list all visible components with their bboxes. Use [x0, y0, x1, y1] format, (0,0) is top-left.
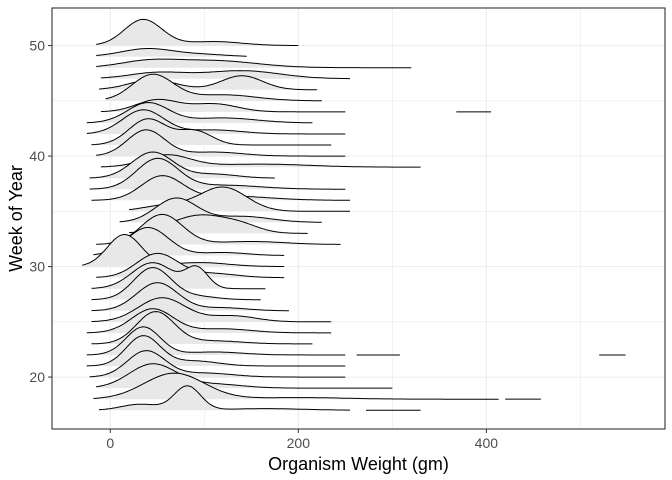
y-tick-label: 20 — [29, 369, 45, 385]
ridge-week-40 — [96, 129, 346, 157]
ridge-line — [96, 48, 247, 57]
ridge-line — [89, 157, 346, 190]
ridge-fill — [100, 154, 421, 168]
ridge-week-30 — [81, 233, 285, 267]
ridge-line — [91, 118, 332, 146]
ridge-fill — [91, 282, 289, 311]
ridge-line — [93, 372, 499, 400]
ridge-fill — [91, 175, 350, 201]
plot-panel-border — [51, 7, 666, 430]
ridge-line — [96, 18, 299, 46]
ridge-fill — [96, 19, 299, 46]
ridge-line — [81, 233, 285, 267]
ridge-line — [100, 70, 350, 80]
ridge-line — [96, 58, 412, 69]
ridge-line — [86, 308, 332, 334]
ridge-line — [86, 109, 346, 135]
ridge-line — [91, 262, 266, 290]
ridge-line — [91, 267, 261, 301]
ridge-week-50 — [96, 18, 299, 46]
ridge-line — [119, 197, 322, 223]
y-tick-label: 50 — [29, 38, 45, 54]
ridge-line — [96, 129, 346, 157]
ridge-week-26 — [91, 282, 289, 312]
ridge-line — [89, 151, 275, 179]
x-axis-title: Organism Weight (gm) — [268, 454, 449, 474]
ridge-week-17 — [98, 385, 421, 411]
ridge-week-47 — [100, 70, 351, 80]
y-axis-title: Week of Year — [6, 165, 26, 272]
ridge-fill — [82, 234, 285, 267]
ridge-line — [89, 350, 346, 378]
ridge-line — [86, 335, 346, 367]
x-tick-label: 0 — [106, 435, 114, 451]
ridge-fill — [99, 385, 350, 411]
ridge-week-45 — [105, 73, 322, 102]
y-tick-label: 30 — [29, 259, 45, 275]
ridge-week-49 — [96, 48, 247, 57]
ridge-series — [81, 18, 626, 411]
ridge-fill — [96, 129, 346, 157]
ridge-week-27 — [91, 267, 261, 301]
ridge-line — [86, 101, 313, 124]
ridge-line — [98, 385, 350, 411]
axis-ticks: 0 200 400 20 30 40 50 — [29, 38, 498, 451]
ridge-line — [100, 98, 346, 113]
ridge-week-48 — [96, 58, 412, 69]
ridge-line — [96, 363, 393, 389]
ridge-line — [91, 282, 289, 312]
x-tick-label: 400 — [475, 435, 499, 451]
ridge-fill — [91, 267, 261, 300]
ridge-line — [96, 213, 341, 245]
ridge-line — [91, 297, 332, 323]
y-tick-label: 40 — [29, 148, 45, 164]
x-tick-label: 200 — [287, 435, 311, 451]
ridge-line — [86, 326, 346, 356]
ridge-line — [105, 73, 322, 102]
ridge-fill — [105, 74, 322, 101]
ridge-line — [91, 311, 313, 345]
